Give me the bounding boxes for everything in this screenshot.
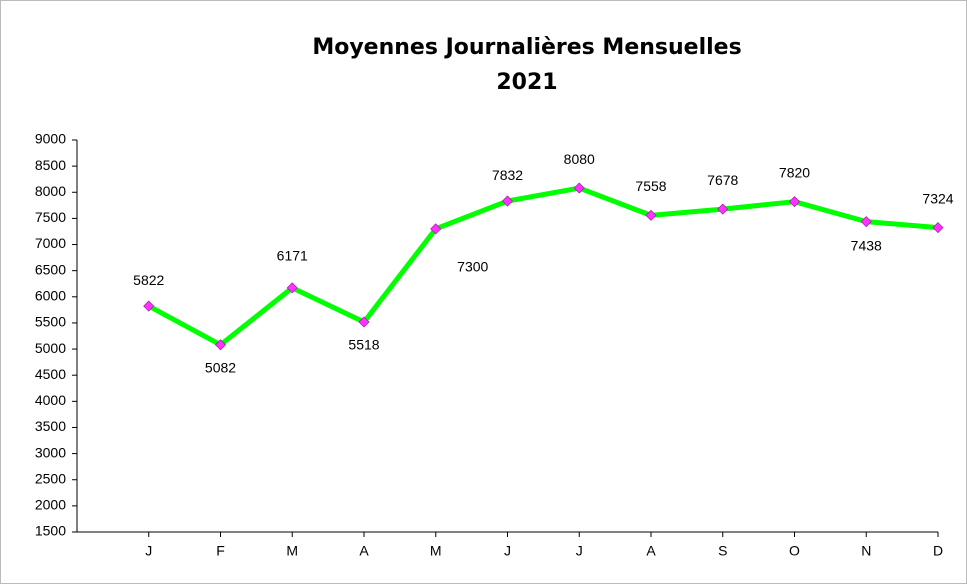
chart-subtitle: 2021 (496, 70, 557, 95)
x-tick-label: J (576, 543, 583, 559)
data-label: 7832 (492, 167, 523, 183)
x-tick-label: J (504, 543, 511, 559)
y-tick-label: 5000 (35, 340, 66, 356)
x-tick-label: N (861, 543, 871, 559)
marker (286, 282, 298, 294)
y-tick-label: 8000 (35, 183, 66, 199)
x-tick-label: O (789, 543, 800, 559)
chart-title: Moyennes Journalières Mensuelles (312, 35, 741, 60)
x-tick-label: A (646, 543, 656, 559)
y-tick-label: 4500 (35, 366, 66, 382)
marker (860, 216, 872, 228)
marker (788, 196, 801, 208)
y-tick-label: 1500 (35, 523, 66, 539)
data-label: 7558 (635, 178, 666, 194)
data-label: 7438 (851, 237, 882, 253)
data-label: 5822 (133, 272, 164, 288)
marker (932, 222, 944, 234)
series-line (147, 185, 939, 348)
marker (573, 182, 585, 194)
y-tick-label: 3500 (35, 418, 66, 434)
y-tick-label: 5500 (35, 314, 66, 330)
y-tick-label: 7000 (35, 235, 66, 251)
x-tick-label: S (718, 543, 727, 559)
x-tick-label: M (430, 543, 442, 559)
y-tick-label: 4000 (35, 392, 66, 408)
data-label: 7324 (922, 190, 953, 206)
y-tick-label: 3000 (35, 444, 66, 460)
x-tick-label: F (216, 543, 225, 559)
y-tick-label: 2500 (35, 470, 66, 486)
marker (430, 223, 442, 235)
data-label: 6171 (277, 248, 308, 264)
data-label: 5082 (205, 359, 236, 375)
y-tick-label: 6000 (35, 288, 66, 304)
marker (358, 316, 370, 328)
x-tick-label: J (145, 543, 152, 559)
data-label: 8080 (564, 151, 595, 167)
y-tick-label: 7500 (35, 209, 66, 225)
y-tick-label: 9000 (35, 131, 66, 147)
marker (717, 203, 729, 215)
marker (143, 300, 155, 312)
y-tick-label: 2000 (35, 497, 66, 513)
marker (645, 209, 657, 221)
y-tick-label: 8500 (35, 157, 66, 173)
marker (214, 339, 227, 351)
x-tick-label: A (359, 543, 369, 559)
x-tick-label: M (286, 543, 298, 559)
data-label: 5518 (348, 337, 379, 353)
data-label: 7678 (707, 172, 738, 188)
marker (501, 195, 514, 207)
data-label: 7820 (779, 164, 810, 180)
data-label: 7300 (457, 259, 488, 275)
y-tick-label: 6500 (35, 261, 66, 277)
x-tick-label: D (933, 543, 943, 559)
